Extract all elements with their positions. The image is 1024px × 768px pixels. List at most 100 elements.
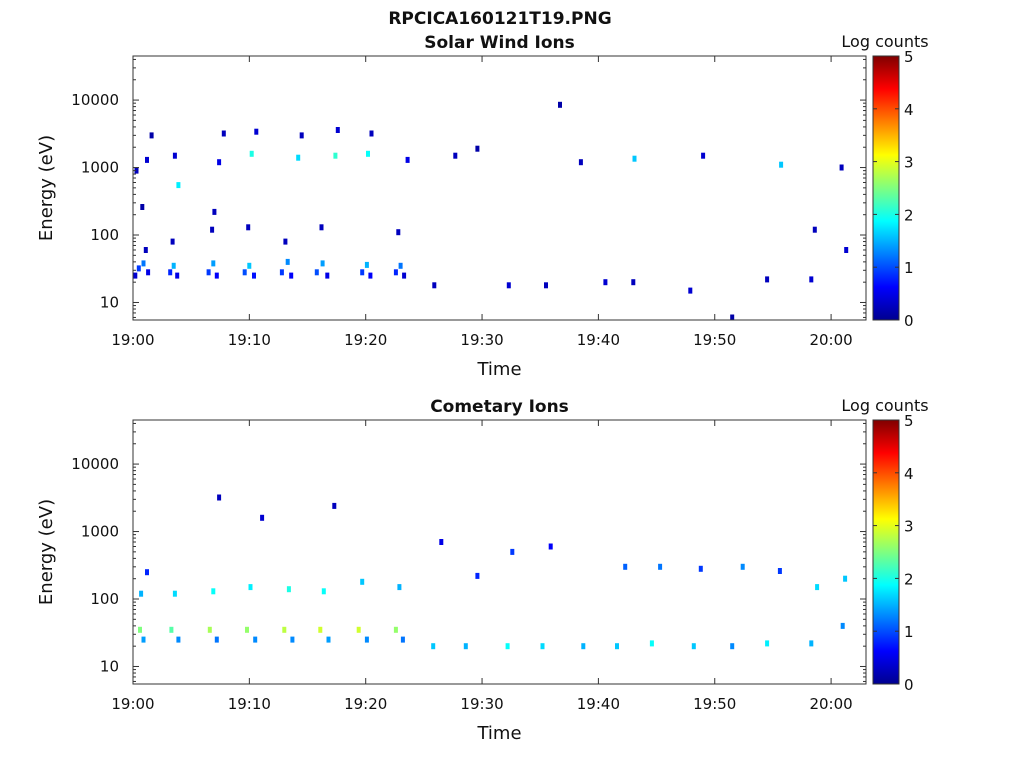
heatmap-cell xyxy=(335,127,340,133)
heatmap-cell xyxy=(475,145,480,152)
y-tick-label: 100 xyxy=(90,226,119,244)
heatmap-cell xyxy=(544,282,548,289)
heatmap-cell xyxy=(615,643,619,650)
heatmap-cell xyxy=(299,132,304,139)
heatmap-cell xyxy=(172,590,177,597)
heatmap-cell xyxy=(840,622,845,629)
heatmap-cell xyxy=(283,238,288,245)
heatmap-cell xyxy=(393,626,398,633)
heatmap-cell xyxy=(252,272,256,279)
heatmap-cell xyxy=(171,262,176,269)
heatmap-cell xyxy=(214,636,219,643)
heatmap-cell xyxy=(649,640,654,647)
heatmap-cells xyxy=(133,101,849,321)
heatmap-cell xyxy=(320,260,325,267)
colorbar-tick-label: 1 xyxy=(904,623,914,641)
panel-title: Cometary Ions xyxy=(430,397,569,417)
x-tick-label: 19:40 xyxy=(577,331,620,349)
colorbar-tick-label: 0 xyxy=(904,312,914,330)
y-axis-label: Energy (eV) xyxy=(36,499,57,605)
heatmap-cell xyxy=(326,636,331,643)
x-tick-label: 19:40 xyxy=(577,695,620,713)
colorbar xyxy=(872,419,900,685)
heatmap-cell xyxy=(400,636,405,643)
heatmap-cell xyxy=(140,204,145,210)
x-axis-label: Time xyxy=(476,359,521,380)
heatmap-cell xyxy=(701,152,706,159)
heatmap-cell xyxy=(212,208,217,215)
heatmap-cell xyxy=(319,224,324,231)
y-tick-label: 10 xyxy=(100,293,119,311)
colorbar-tick-label: 2 xyxy=(904,570,914,588)
heatmap-cell xyxy=(249,150,254,157)
heatmap-cell xyxy=(214,272,219,279)
heatmap-cell xyxy=(432,282,437,289)
heatmap-cell xyxy=(581,643,586,650)
heatmap-cell xyxy=(369,130,374,137)
heatmap-cell xyxy=(558,101,562,108)
heatmap-cell xyxy=(439,539,444,545)
heatmap-cell xyxy=(360,269,365,276)
heatmap-cell xyxy=(333,152,338,159)
heatmap-cell xyxy=(170,238,175,245)
heatmap-cell xyxy=(146,269,151,276)
heatmap-cell xyxy=(402,272,407,279)
y-tick-label: 1000 xyxy=(81,159,119,177)
colorbar xyxy=(872,55,900,321)
x-tick-label: 19:30 xyxy=(460,331,503,349)
colorbar-tick-label: 5 xyxy=(904,48,914,66)
x-tick-label: 19:30 xyxy=(460,695,503,713)
heatmap-cell xyxy=(578,159,583,166)
heatmap-cell xyxy=(475,572,480,579)
heatmap-cell xyxy=(145,156,149,163)
y-axis-label: Energy (eV) xyxy=(36,135,57,241)
x-tick-label: 19:20 xyxy=(344,695,387,713)
y-tick-label: 10000 xyxy=(71,455,119,473)
heatmap-cell xyxy=(364,261,369,268)
plot-area xyxy=(133,420,866,684)
heatmap-cell xyxy=(765,640,770,647)
heatmap-cell xyxy=(290,636,295,643)
heatmap-cell xyxy=(134,167,139,174)
heatmap-cell xyxy=(843,575,848,582)
heatmap-cell xyxy=(540,643,545,650)
heatmap-cell xyxy=(730,643,735,650)
heatmap-cell xyxy=(506,282,511,289)
colorbar-tick-label: 1 xyxy=(904,259,914,277)
heatmap-cell xyxy=(139,590,144,597)
heatmap-cell xyxy=(393,269,398,276)
heatmap-cell xyxy=(740,563,745,570)
colorbar-label: Log counts xyxy=(841,32,928,51)
x-tick-label: 20:00 xyxy=(809,331,852,349)
heatmap-cell xyxy=(463,643,468,650)
heatmap-cell xyxy=(254,128,259,135)
heatmap-cell xyxy=(405,156,410,163)
colorbar-tick-label: 5 xyxy=(904,412,914,430)
y-tick-label: 10000 xyxy=(71,91,119,109)
heatmap-cell xyxy=(325,272,330,279)
heatmap-cell xyxy=(698,565,703,572)
colorbar-tick-label: 4 xyxy=(904,465,914,483)
heatmap-cell xyxy=(688,287,693,294)
heatmap-cell xyxy=(396,229,401,236)
colorbar-tick-label: 3 xyxy=(904,154,914,172)
heatmap-cell xyxy=(321,588,326,595)
heatmap-cell xyxy=(141,260,146,267)
heatmap-cell xyxy=(207,626,212,633)
heatmap-cell xyxy=(431,643,436,650)
x-tick-label: 19:50 xyxy=(693,695,736,713)
panel-cometary-ions: 19:00 19:10 19:20 19:30 19:40 19:50 20:0010100… xyxy=(36,396,929,744)
x-tick-label: 19:00 xyxy=(111,695,154,713)
figure-title: RPCICA160121T19.PNG xyxy=(388,9,611,29)
colorbar-label: Log counts xyxy=(841,396,928,415)
heatmap-cell xyxy=(398,262,403,269)
x-tick-label: 20:00 xyxy=(809,695,852,713)
heatmap-cell xyxy=(364,636,369,643)
heatmap-cell xyxy=(809,640,814,647)
colorbar-tick-label: 4 xyxy=(904,101,914,119)
heatmap-cell xyxy=(623,563,628,570)
x-tick-label: 19:10 xyxy=(228,695,271,713)
panel-solar-wind-ions: 19:00 19:10 19:20 19:30 19:40 19:50 20:0010100… xyxy=(36,32,929,380)
heatmap-cell xyxy=(368,272,373,279)
